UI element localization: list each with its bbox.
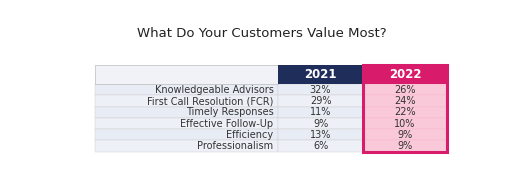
Bar bbox=[95, 95, 278, 107]
Bar bbox=[278, 95, 362, 107]
Text: 11%: 11% bbox=[309, 107, 330, 117]
Bar bbox=[278, 84, 362, 95]
Bar bbox=[95, 129, 278, 140]
Text: 10%: 10% bbox=[393, 119, 415, 129]
Text: Professionalism: Professionalism bbox=[197, 141, 273, 151]
Bar bbox=[278, 118, 362, 129]
Text: Knowledgeable Advisors: Knowledgeable Advisors bbox=[154, 85, 273, 95]
Text: 9%: 9% bbox=[397, 130, 412, 140]
Bar bbox=[95, 118, 278, 129]
Bar bbox=[278, 140, 362, 151]
Bar bbox=[95, 84, 278, 95]
Text: 6%: 6% bbox=[312, 141, 327, 151]
Text: 22%: 22% bbox=[393, 107, 415, 117]
Bar bbox=[362, 65, 446, 151]
Bar bbox=[362, 95, 446, 107]
Text: What Do Your Customers Value Most?: What Do Your Customers Value Most? bbox=[136, 27, 385, 40]
Text: Efficiency: Efficiency bbox=[226, 130, 273, 140]
Bar bbox=[362, 140, 446, 151]
Text: 24%: 24% bbox=[393, 96, 415, 106]
Bar bbox=[95, 65, 278, 84]
Text: Timely Responses: Timely Responses bbox=[185, 107, 273, 117]
Bar bbox=[278, 129, 362, 140]
Bar bbox=[362, 118, 446, 129]
Text: 29%: 29% bbox=[309, 96, 331, 106]
Bar bbox=[95, 140, 278, 151]
Bar bbox=[362, 65, 446, 84]
Text: First Call Resolution (FCR): First Call Resolution (FCR) bbox=[147, 96, 273, 106]
Bar bbox=[362, 129, 446, 140]
Bar bbox=[362, 107, 446, 118]
Text: 13%: 13% bbox=[309, 130, 330, 140]
Bar bbox=[278, 107, 362, 118]
Text: 9%: 9% bbox=[397, 141, 412, 151]
Bar bbox=[95, 107, 278, 118]
Text: 2022: 2022 bbox=[388, 68, 420, 81]
Text: 2021: 2021 bbox=[304, 68, 336, 81]
Bar bbox=[362, 84, 446, 95]
Text: 26%: 26% bbox=[393, 85, 415, 95]
Text: Effective Follow-Up: Effective Follow-Up bbox=[180, 119, 273, 129]
Text: 32%: 32% bbox=[309, 85, 331, 95]
Bar bbox=[278, 65, 362, 84]
Text: 9%: 9% bbox=[312, 119, 327, 129]
